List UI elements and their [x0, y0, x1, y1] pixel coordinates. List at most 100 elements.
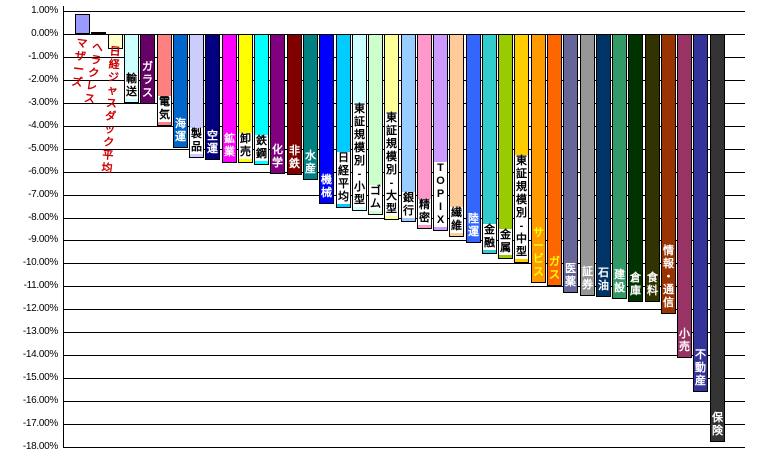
category-label-27: 東証規模別-中型	[515, 155, 528, 259]
y-axis-tick-label: 1.00%	[31, 5, 58, 16]
right-axis-tick	[739, 218, 745, 219]
bar-label-char: 融	[484, 237, 495, 249]
bar-label-char: 陸	[468, 213, 479, 225]
bar-label-char: 金	[484, 224, 495, 236]
bar-label-char: ガ	[142, 61, 153, 73]
bar-label-char: 海	[175, 118, 186, 130]
bar-32	[596, 34, 611, 297]
bar-label-char: 平	[338, 178, 349, 190]
bar-label-char: 設	[614, 282, 625, 294]
bar-0	[75, 14, 90, 34]
bar-label-char: 送	[126, 86, 137, 98]
y-axis-tick-label: 0.00%	[31, 28, 58, 39]
bar-label-char: ス	[105, 97, 118, 111]
category-label-34: 倉庫	[629, 272, 642, 298]
y-axis-tick-label: -1.00%	[28, 51, 58, 62]
y-axis-tick-label: -4.00%	[28, 120, 58, 131]
right-axis-tick	[739, 149, 745, 150]
bar-4	[140, 34, 155, 104]
bar-label-char: 精	[419, 199, 430, 211]
bar-label-char: 証	[582, 266, 593, 278]
bar-15	[319, 34, 334, 204]
bar-label-char: ・	[663, 271, 674, 283]
y-axis-tick-label: -3.00%	[28, 97, 58, 108]
category-label-32: 石油	[597, 267, 610, 293]
bar-9	[222, 34, 237, 163]
category-label-6: 海運	[174, 118, 187, 144]
bar-label-char: ク	[102, 136, 115, 150]
bar-21	[417, 34, 432, 229]
bar-label-char: 経	[338, 165, 349, 177]
bar-label-char: 券	[582, 279, 593, 291]
bar-label-char: O	[436, 175, 445, 187]
bar-label-char: X	[436, 214, 445, 226]
bar-35	[645, 34, 660, 302]
bar-label-char: ム	[370, 198, 381, 210]
gridline	[63, 447, 739, 448]
bar-8	[205, 34, 220, 160]
bar-label-char: 水	[305, 150, 316, 162]
bar-30	[563, 34, 578, 293]
category-label-7: 製品	[190, 128, 203, 154]
category-label-37: 小売	[678, 328, 691, 354]
bar-34	[628, 34, 643, 302]
category-label-31: 証券	[581, 266, 594, 292]
bar-label-char: 業	[224, 146, 235, 158]
y-axis-tick-label: -2.00%	[28, 74, 58, 85]
bar-label-char: ラ	[142, 74, 153, 86]
bar-label-char: 維	[451, 220, 462, 232]
bar-label-char: 行	[403, 205, 414, 217]
gridline	[63, 240, 739, 241]
right-axis-tick	[739, 103, 745, 104]
bar-label-char: 鉄	[256, 135, 267, 147]
bar-label-char: 平	[101, 149, 114, 163]
bar-label-char: ス	[83, 92, 96, 107]
bar-label-char: ビ	[533, 253, 544, 265]
bar-11	[254, 34, 269, 165]
bar-label-char: 証	[516, 168, 527, 180]
bar-label-char: ス	[142, 87, 153, 99]
y-axis-tick-label: -12.00%	[22, 303, 58, 314]
right-axis-tick	[739, 355, 745, 356]
right-axis-tick	[739, 424, 745, 425]
bar-25	[482, 34, 497, 254]
bar-label-char: P	[436, 188, 445, 200]
bar-label-char: 輸	[126, 73, 137, 85]
right-axis-tick	[739, 80, 745, 81]
bar-label-char: 売	[679, 341, 690, 353]
bar-label-char: サ	[533, 227, 544, 239]
bar-label-char: 庫	[630, 285, 641, 297]
bar-label-char: ス	[549, 269, 560, 281]
right-axis-tick	[739, 57, 745, 58]
category-label-30: 医薬	[564, 263, 577, 289]
bar-12	[270, 34, 285, 174]
bar-36	[661, 34, 676, 314]
bar-label-char: 均	[101, 162, 113, 176]
bar-label-char: 電	[159, 96, 170, 108]
right-axis-tick	[739, 34, 745, 35]
right-axis-tick	[739, 447, 745, 448]
y-axis-tick-label: -7.00%	[28, 189, 58, 200]
bar-39	[710, 34, 725, 442]
bar-label-char: 小	[679, 328, 690, 340]
bar-28	[531, 34, 546, 283]
bar-label-char: 日	[109, 45, 121, 59]
category-label-25: 金融	[483, 224, 496, 250]
category-label-13: 非鉄	[288, 145, 301, 171]
category-label-16: 日経平均	[337, 152, 350, 204]
gridline	[63, 424, 739, 425]
y-axis-tick-label: -18.00%	[22, 441, 58, 452]
bar-label-char: 報	[663, 258, 674, 270]
category-label-14: 水産	[304, 150, 317, 176]
bar-label-char: 製	[191, 128, 202, 140]
bar-24	[466, 34, 481, 243]
category-label-24: 陸運	[467, 213, 480, 239]
y-axis-line	[63, 6, 64, 448]
bar-26	[498, 34, 513, 259]
bar-label-char: 卸	[240, 133, 251, 145]
bar-label-char: 型	[386, 203, 397, 215]
bar-label-char: 証	[386, 125, 397, 137]
right-axis-tick	[739, 11, 745, 12]
